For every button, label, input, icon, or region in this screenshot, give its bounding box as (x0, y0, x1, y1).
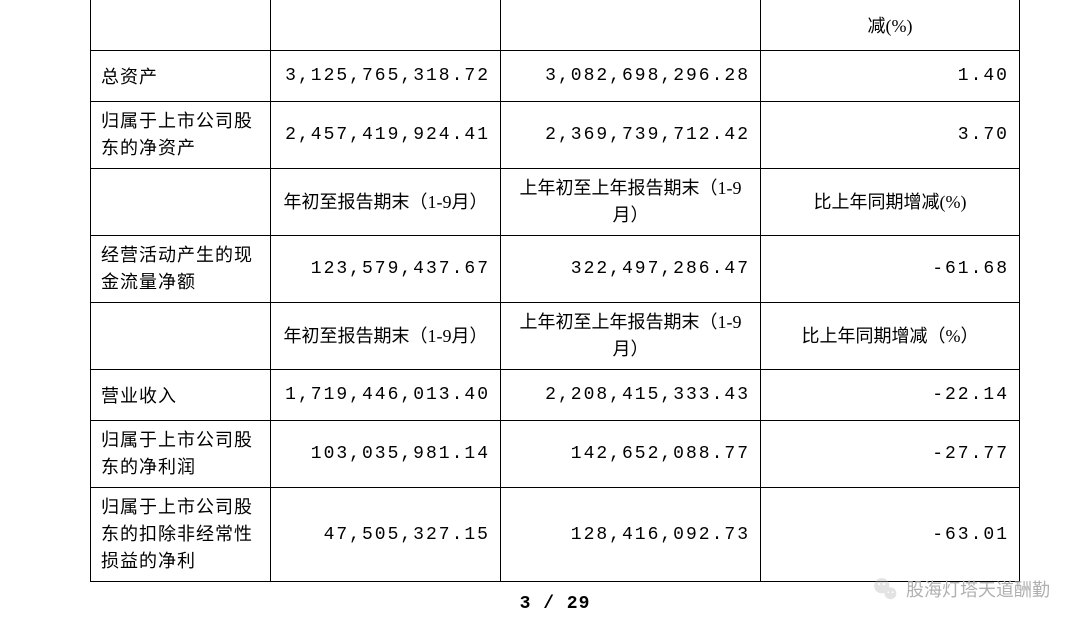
cell-value: 103,035,981.14 (271, 421, 501, 488)
header-row: 年初至报告期末（1-9月） 上年初至上年报告期末（1-9月） 比上年同期增减（%… (91, 303, 1020, 370)
cell-change: -27.77 (761, 421, 1020, 488)
cell-value: 123,579,437.67 (271, 236, 501, 303)
row-label: 归属于上市公司股东的扣除非经常性损益的净利 (91, 488, 271, 582)
cell-value: 1,719,446,013.40 (271, 370, 501, 421)
watermark: 股海灯塔天道酬勤 (872, 576, 1050, 602)
cell-value: 2,369,739,712.42 (501, 102, 761, 169)
row-label: 营业收入 (91, 370, 271, 421)
row-label: 总资产 (91, 51, 271, 102)
row-label: 归属于上市公司股东的净资产 (91, 102, 271, 169)
table-row: 归属于上市公司股东的扣除非经常性损益的净利 47,505,327.15 128,… (91, 488, 1020, 582)
header-row: 年初至报告期末（1-9月） 上年初至上年报告期末（1-9月） 比上年同期增减(%… (91, 169, 1020, 236)
col-header: 上年初至上年报告期末（1-9月） (501, 303, 761, 370)
table-row: 归属于上市公司股东的净利润 103,035,981.14 142,652,088… (91, 421, 1020, 488)
cell-change: -63.01 (761, 488, 1020, 582)
table-row: 营业收入 1,719,446,013.40 2,208,415,333.43 -… (91, 370, 1020, 421)
table-row: 归属于上市公司股东的净资产 2,457,419,924.41 2,369,739… (91, 102, 1020, 169)
cell-value: 322,497,286.47 (501, 236, 761, 303)
row-label: 归属于上市公司股东的净利润 (91, 421, 271, 488)
table-row: 减(%) (91, 0, 1020, 51)
financial-table: 减(%) 总资产 3,125,765,318.72 3,082,698,296.… (90, 0, 1020, 582)
cell-value: 128,416,092.73 (501, 488, 761, 582)
col-header: 年初至报告期末（1-9月） (271, 303, 501, 370)
cell-value: 47,505,327.15 (271, 488, 501, 582)
cell-value: 2,457,419,924.41 (271, 102, 501, 169)
cell-change: 1.40 (761, 51, 1020, 102)
header-fragment: 减(%) (761, 0, 1020, 51)
col-header: 年初至报告期末（1-9月） (271, 169, 501, 236)
cell-change: -22.14 (761, 370, 1020, 421)
col-header: 比上年同期增减(%) (761, 169, 1020, 236)
table-row: 总资产 3,125,765,318.72 3,082,698,296.28 1.… (91, 51, 1020, 102)
col-header: 上年初至上年报告期末（1-9月） (501, 169, 761, 236)
cell-value: 142,652,088.77 (501, 421, 761, 488)
cell-value: 3,082,698,296.28 (501, 51, 761, 102)
col-header: 比上年同期增减（%） (761, 303, 1020, 370)
wechat-icon (872, 576, 898, 602)
cell-value: 3,125,765,318.72 (271, 51, 501, 102)
watermark-text: 股海灯塔天道酬勤 (906, 576, 1050, 602)
cell-change: -61.68 (761, 236, 1020, 303)
row-label: 经营活动产生的现金流量净额 (91, 236, 271, 303)
cell-change: 3.70 (761, 102, 1020, 169)
cell-value: 2,208,415,333.43 (501, 370, 761, 421)
table-row: 经营活动产生的现金流量净额 123,579,437.67 322,497,286… (91, 236, 1020, 303)
